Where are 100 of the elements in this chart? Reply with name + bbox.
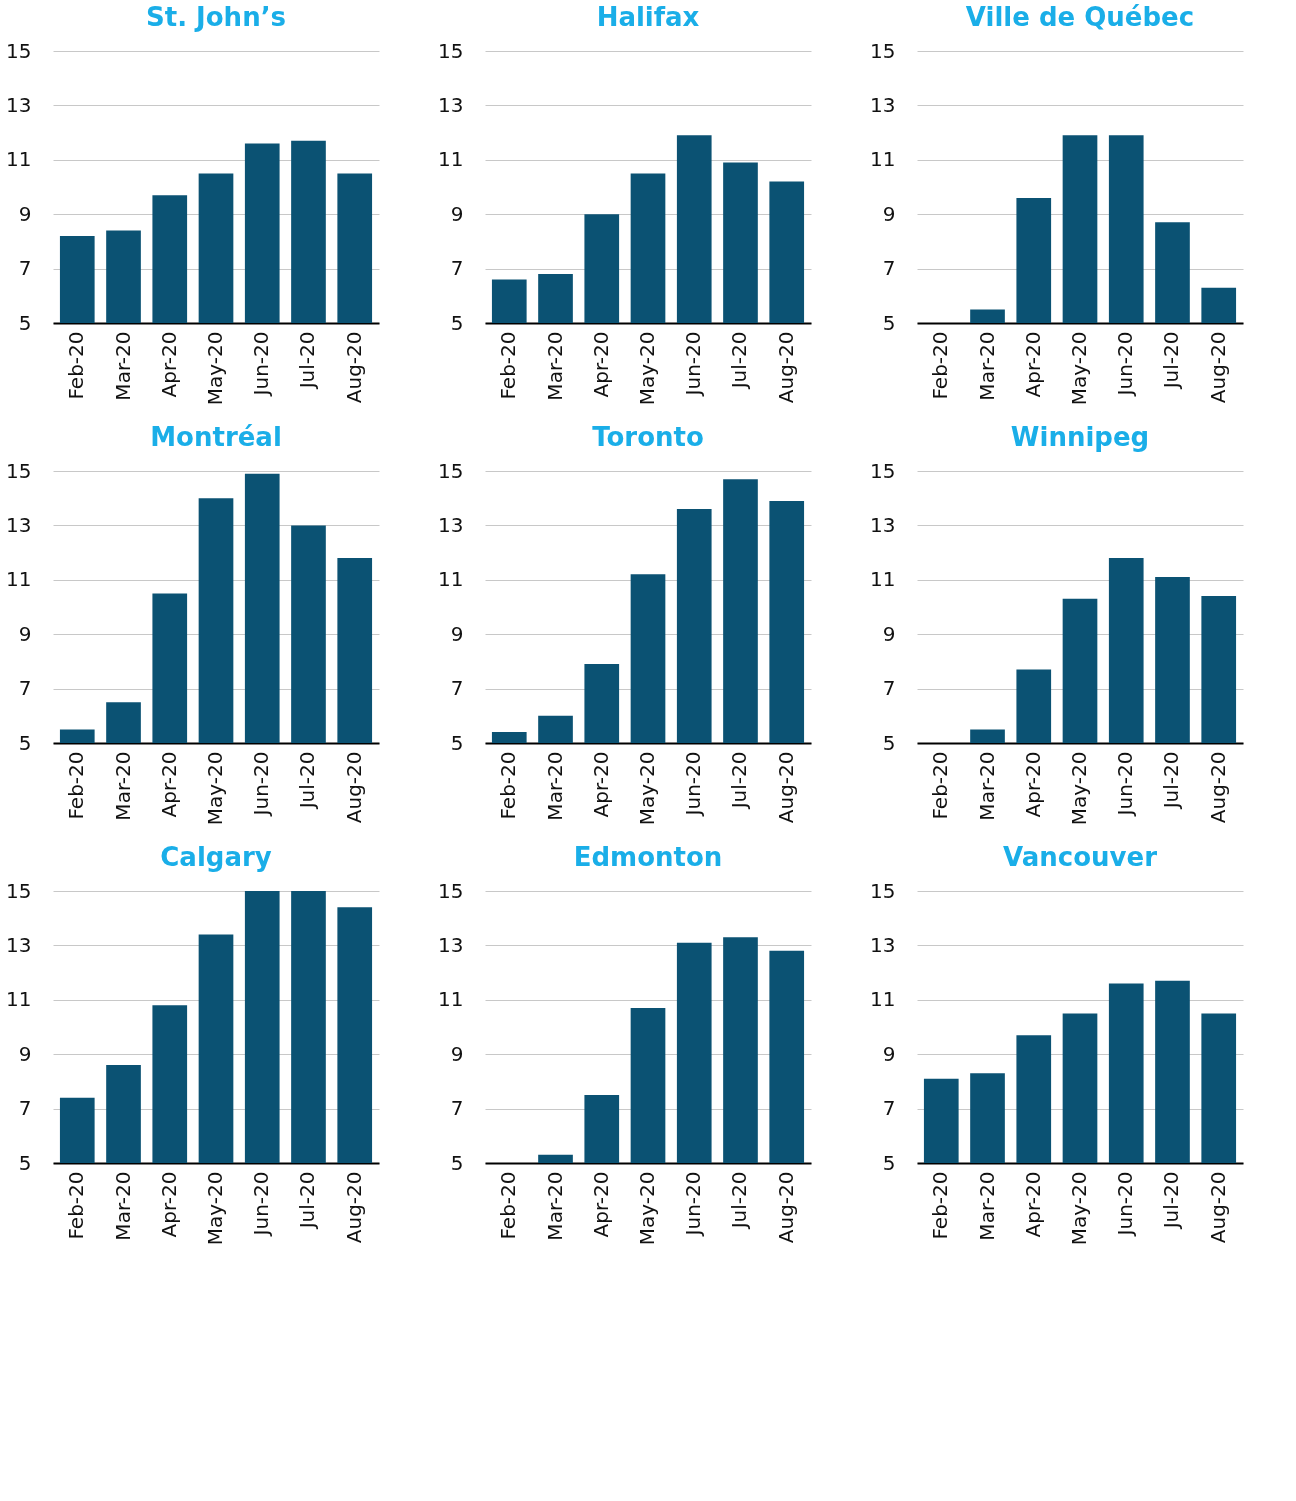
x-tick-label: Jul-20 <box>727 1171 752 1231</box>
x-tick-label: Jun-20 <box>249 331 274 398</box>
x-tick-label: Aug-20 <box>773 331 798 404</box>
x-tick-label: Jul-20 <box>1159 751 1184 811</box>
x-tick-label: Mar-20 <box>542 331 567 401</box>
y-tick-label: 15 <box>870 38 896 63</box>
y-tick-label: 7 <box>450 676 464 701</box>
x-tick-label: May-20 <box>1067 751 1091 826</box>
x-tick-label: Jun-20 <box>1113 1171 1138 1238</box>
x-tick-label: May-20 <box>635 331 659 406</box>
y-tick-label: 15 <box>6 878 32 903</box>
chart-title: Ville de Québec <box>965 2 1195 32</box>
x-tick-label: Jun-20 <box>1113 331 1138 398</box>
y-tick-label: 9 <box>18 1041 32 1066</box>
x-tick-label: Jun-20 <box>681 751 706 818</box>
y-tick-label: 5 <box>18 1150 32 1175</box>
x-tick-label: Jul-20 <box>295 331 320 391</box>
x-tick-label: Aug-20 <box>773 751 798 824</box>
x-tick-label: Mar-20 <box>110 1171 135 1241</box>
x-tick-label: Aug-20 <box>341 751 366 824</box>
x-tick-label: Mar-20 <box>974 331 999 401</box>
y-tick-label: 7 <box>882 1096 896 1121</box>
y-tick-label: 15 <box>438 458 464 483</box>
y-tick-label: 9 <box>882 1041 896 1066</box>
y-tick-label: 9 <box>450 201 464 226</box>
x-tick-label: Mar-20 <box>110 331 135 401</box>
x-tick-label: Jul-20 <box>727 751 752 811</box>
y-tick-label: 11 <box>6 567 32 592</box>
x-tick-label: Jul-20 <box>295 751 320 811</box>
x-tick-label: Mar-20 <box>542 751 567 821</box>
y-tick-label: 15 <box>870 878 896 903</box>
y-tick-label: 13 <box>438 92 464 117</box>
chart-title: Edmonton <box>573 842 723 872</box>
chart-title: Calgary <box>160 842 272 872</box>
y-tick-label: 5 <box>450 310 464 335</box>
x-tick-label: Feb-20 <box>928 331 953 400</box>
y-tick-label: 11 <box>6 987 32 1012</box>
y-tick-label: 5 <box>882 1150 896 1175</box>
x-tick-label: Apr-20 <box>156 751 181 818</box>
x-tick-label: May-20 <box>203 751 227 826</box>
y-tick-label: 15 <box>438 38 464 63</box>
chart-title: Toronto <box>592 422 704 452</box>
y-tick-label: 15 <box>870 458 896 483</box>
y-tick-label: 9 <box>18 201 32 226</box>
x-tick-label: May-20 <box>1067 331 1091 406</box>
x-tick-label: Mar-20 <box>110 751 135 821</box>
x-tick-label: Apr-20 <box>588 1171 613 1238</box>
x-tick-label: Feb-20 <box>64 751 89 820</box>
x-tick-label: Feb-20 <box>496 331 521 400</box>
y-tick-label: 7 <box>450 1096 464 1121</box>
x-tick-label: Mar-20 <box>974 1171 999 1241</box>
x-tick-label: May-20 <box>635 751 659 826</box>
y-tick-label: 7 <box>18 1096 32 1121</box>
chart-title: Winnipeg <box>1010 422 1150 452</box>
x-tick-label: Jul-20 <box>1159 1171 1184 1231</box>
y-tick-label: 5 <box>450 730 464 755</box>
y-tick-label: 11 <box>6 147 32 172</box>
x-tick-label: Jun-20 <box>1113 751 1138 818</box>
x-tick-label: Feb-20 <box>928 751 953 820</box>
x-tick-label: Mar-20 <box>542 1171 567 1241</box>
x-tick-label: Jun-20 <box>249 1171 274 1238</box>
y-tick-label: 9 <box>882 621 896 646</box>
y-tick-label: 13 <box>870 512 896 537</box>
x-tick-label: Apr-20 <box>1020 331 1045 398</box>
y-tick-label: 5 <box>882 730 896 755</box>
x-tick-label: Apr-20 <box>156 331 181 398</box>
x-tick-label: Feb-20 <box>496 751 521 820</box>
x-tick-label: Jun-20 <box>681 331 706 398</box>
x-tick-label: Apr-20 <box>588 751 613 818</box>
y-tick-label: 9 <box>18 621 32 646</box>
x-tick-label: May-20 <box>203 331 227 406</box>
x-tick-label: Jul-20 <box>727 331 752 391</box>
x-tick-label: Apr-20 <box>156 1171 181 1238</box>
y-tick-label: 13 <box>6 512 32 537</box>
chart-title: St. John’s <box>146 2 286 32</box>
y-tick-label: 15 <box>6 38 32 63</box>
x-tick-label: Jul-20 <box>295 1171 320 1231</box>
y-tick-label: 7 <box>18 676 32 701</box>
x-tick-label: Jun-20 <box>249 751 274 818</box>
y-tick-label: 13 <box>438 512 464 537</box>
y-tick-label: 13 <box>6 932 32 957</box>
x-tick-label: Feb-20 <box>64 1171 89 1240</box>
x-tick-label: Apr-20 <box>1020 1171 1045 1238</box>
y-tick-label: 15 <box>438 878 464 903</box>
y-tick-label: 13 <box>6 92 32 117</box>
y-tick-label: 11 <box>438 987 464 1012</box>
y-tick-label: 15 <box>6 458 32 483</box>
x-tick-label: May-20 <box>203 1171 227 1246</box>
chart-title: Montréal <box>150 422 282 452</box>
x-tick-label: Aug-20 <box>341 1171 366 1244</box>
y-tick-label: 7 <box>450 256 464 281</box>
x-tick-label: Aug-20 <box>341 331 366 404</box>
chart-title: Halifax <box>596 2 700 32</box>
x-tick-label: Feb-20 <box>496 1171 521 1240</box>
y-tick-label: 13 <box>870 932 896 957</box>
x-tick-label: Mar-20 <box>974 751 999 821</box>
x-tick-label: Apr-20 <box>588 331 613 398</box>
y-tick-label: 7 <box>882 256 896 281</box>
y-tick-label: 5 <box>18 310 32 335</box>
y-tick-label: 11 <box>438 147 464 172</box>
